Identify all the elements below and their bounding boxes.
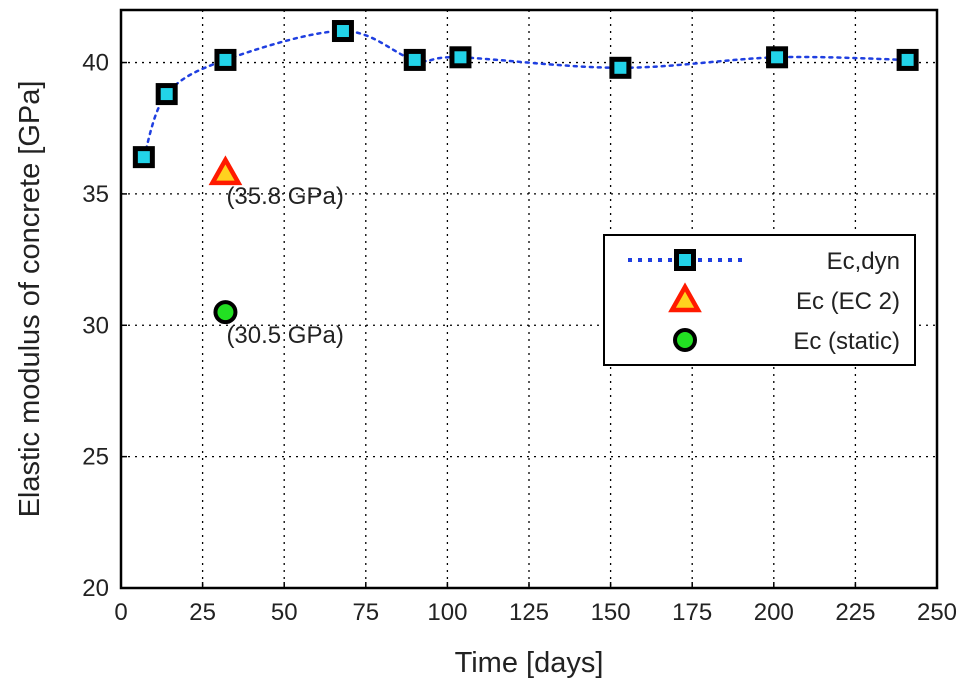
- axis-ticks: 0 25 50 75 100 125 150 175 200 225 250 20 25 30 35 40: [82, 50, 957, 626]
- y-axis-label: Elastic modulus of concrete [GPa]: [14, 81, 46, 518]
- legend-triangle-marker: [668, 282, 702, 313]
- data-point-square: [449, 46, 472, 69]
- x-tick-label: 225: [835, 599, 875, 626]
- x-tick-label: 250: [917, 599, 957, 626]
- legend-label: Ec (EC 2): [796, 288, 900, 315]
- x-tick-label: 175: [672, 599, 712, 626]
- data-point-circle: [213, 300, 238, 325]
- x-tick-label: 0: [114, 599, 127, 626]
- x-tick-label: 125: [509, 599, 549, 626]
- data-point-square: [155, 83, 178, 106]
- y-tick-label: 20: [82, 575, 109, 602]
- data-point-square: [609, 56, 632, 79]
- data-point-square: [766, 46, 789, 69]
- data-annotation: (30.5 GPa): [226, 322, 343, 349]
- annotations: (35.8 GPa) (30.5 GPa): [226, 183, 343, 349]
- x-tick-label: 200: [754, 599, 794, 626]
- series-markers: [132, 20, 919, 325]
- x-tick-label: 25: [189, 599, 216, 626]
- legend-entry: Ec (static): [673, 328, 900, 355]
- y-tick-label: 40: [82, 50, 109, 77]
- y-tick-label: 35: [82, 181, 109, 208]
- legend-entry: Ec (EC 2): [668, 282, 900, 315]
- x-tick-label: 50: [271, 599, 298, 626]
- legend-label: Ec,dyn: [827, 248, 900, 275]
- data-point-square: [214, 48, 237, 71]
- data-point-square: [403, 48, 426, 71]
- legend-circle-marker: [673, 328, 697, 352]
- data-annotation: (35.8 GPa): [226, 183, 343, 210]
- data-point-square: [896, 48, 919, 71]
- y-tick-label: 25: [82, 444, 109, 471]
- x-tick-label: 100: [427, 599, 467, 626]
- series-lines: [142, 29, 909, 159]
- legend-box: [603, 234, 916, 366]
- data-point-triangle: [208, 155, 243, 186]
- series-line-ec-dyn: [142, 29, 909, 159]
- legend-label: Ec (static): [793, 328, 900, 355]
- legend-entry: Ec,dyn: [628, 248, 900, 275]
- legend-square-marker: [674, 249, 696, 271]
- x-tick-label: 150: [591, 599, 631, 626]
- y-tick-label: 30: [82, 312, 109, 339]
- x-tick-label: 75: [352, 599, 379, 626]
- data-point-square: [331, 20, 354, 43]
- x-axis-label: Time [days]: [455, 647, 604, 679]
- legend: Ec,dyn Ec (EC 2) Ec (static): [603, 234, 916, 366]
- data-point-square: [132, 146, 155, 169]
